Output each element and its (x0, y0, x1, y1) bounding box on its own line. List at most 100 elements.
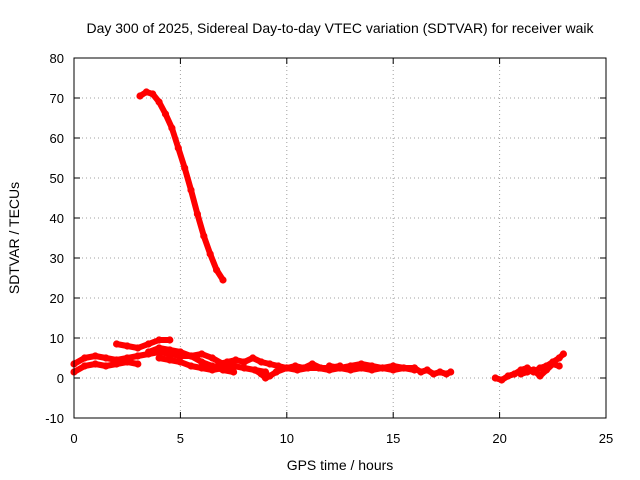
data-point (523, 368, 531, 376)
x-tick-label: 25 (599, 431, 613, 446)
data-point (430, 370, 438, 378)
data-point (230, 362, 238, 370)
y-tick-label: 40 (50, 211, 64, 226)
data-point (232, 356, 240, 364)
data-point (198, 350, 206, 358)
data-point (389, 362, 397, 370)
data-point (530, 366, 538, 374)
y-tick-label: 50 (50, 171, 64, 186)
y-axis-ticks: -10 0 10 20 30 40 50 60 70 80 (45, 51, 606, 426)
y-tick-label: -10 (45, 411, 64, 426)
data-point (240, 364, 248, 372)
data-point (144, 340, 153, 348)
data-point (113, 360, 121, 368)
y-tick-label: 20 (50, 291, 64, 306)
data-point (257, 358, 265, 366)
data-point (81, 354, 89, 362)
data-point (123, 358, 131, 366)
data-point (536, 364, 544, 372)
x-axis-label: GPS time / hours (287, 457, 394, 473)
data-point (91, 360, 99, 368)
data-point (123, 342, 131, 350)
data-point (134, 352, 142, 360)
y-axis-label: SDTVAR / TECUs (6, 182, 22, 294)
data-point (176, 358, 184, 366)
data-point (91, 352, 99, 360)
data-point (249, 354, 257, 362)
data-point (266, 360, 274, 368)
data-point (161, 110, 170, 118)
data-point (325, 362, 333, 370)
data-point (155, 98, 163, 106)
data-point (166, 346, 174, 354)
y-tick-label: 10 (50, 331, 64, 346)
data-point (400, 364, 408, 372)
data-point (219, 276, 227, 284)
data-point (113, 340, 121, 348)
data-point (223, 358, 231, 366)
data-point (559, 350, 568, 358)
data-point (357, 360, 365, 368)
data-point (81, 362, 89, 370)
data-point (304, 364, 312, 372)
data-point (347, 362, 355, 370)
data-point (200, 232, 208, 240)
data-point (134, 360, 142, 368)
data-point (517, 370, 525, 378)
x-tick-label: 0 (70, 431, 77, 446)
data-point (283, 364, 291, 372)
data-point (336, 364, 344, 372)
data-series (70, 88, 568, 384)
data-point (436, 368, 444, 376)
data-point (166, 356, 174, 364)
y-tick-label: 80 (50, 51, 64, 66)
data-point (144, 348, 153, 356)
plot-frame (73, 57, 607, 419)
data-point (176, 348, 184, 356)
data-point (198, 358, 206, 366)
data-point (549, 360, 557, 368)
data-point (379, 364, 387, 372)
data-point (504, 372, 512, 380)
data-point (417, 368, 425, 376)
data-point (555, 362, 563, 370)
data-point (155, 344, 163, 352)
data-point (102, 362, 110, 370)
data-point (187, 186, 195, 194)
data-point (213, 266, 221, 274)
data-point (155, 336, 163, 344)
data-point (198, 364, 206, 372)
data-point (187, 362, 195, 370)
data-point (155, 354, 163, 362)
y-tick-label: 60 (50, 131, 64, 146)
data-point (168, 124, 176, 132)
data-point (215, 360, 223, 368)
y-tick-label: 30 (50, 251, 64, 266)
data-point (315, 364, 323, 372)
data-point (447, 368, 455, 376)
data-point (181, 164, 189, 172)
x-axis-ticks: 0 5 10 15 20 25 (70, 58, 613, 446)
data-point (134, 344, 142, 352)
x-tick-label: 5 (177, 431, 184, 446)
data-point (193, 210, 201, 218)
data-point (491, 374, 499, 382)
data-point (230, 368, 238, 376)
data-point (142, 88, 150, 96)
data-point (266, 372, 274, 380)
data-point (498, 376, 506, 384)
y-tick-label: 70 (50, 91, 64, 106)
data-point (208, 366, 216, 374)
data-point (542, 366, 551, 374)
x-tick-label: 20 (492, 431, 506, 446)
chart-title: Day 300 of 2025, Sidereal Day-to-day VTE… (86, 20, 594, 36)
data-point (423, 366, 431, 374)
data-point (251, 366, 259, 374)
data-point (410, 364, 419, 372)
data-point (272, 368, 280, 376)
data-point (149, 90, 157, 98)
data-point (368, 362, 376, 370)
data-point (510, 370, 519, 378)
data-point (102, 354, 110, 362)
